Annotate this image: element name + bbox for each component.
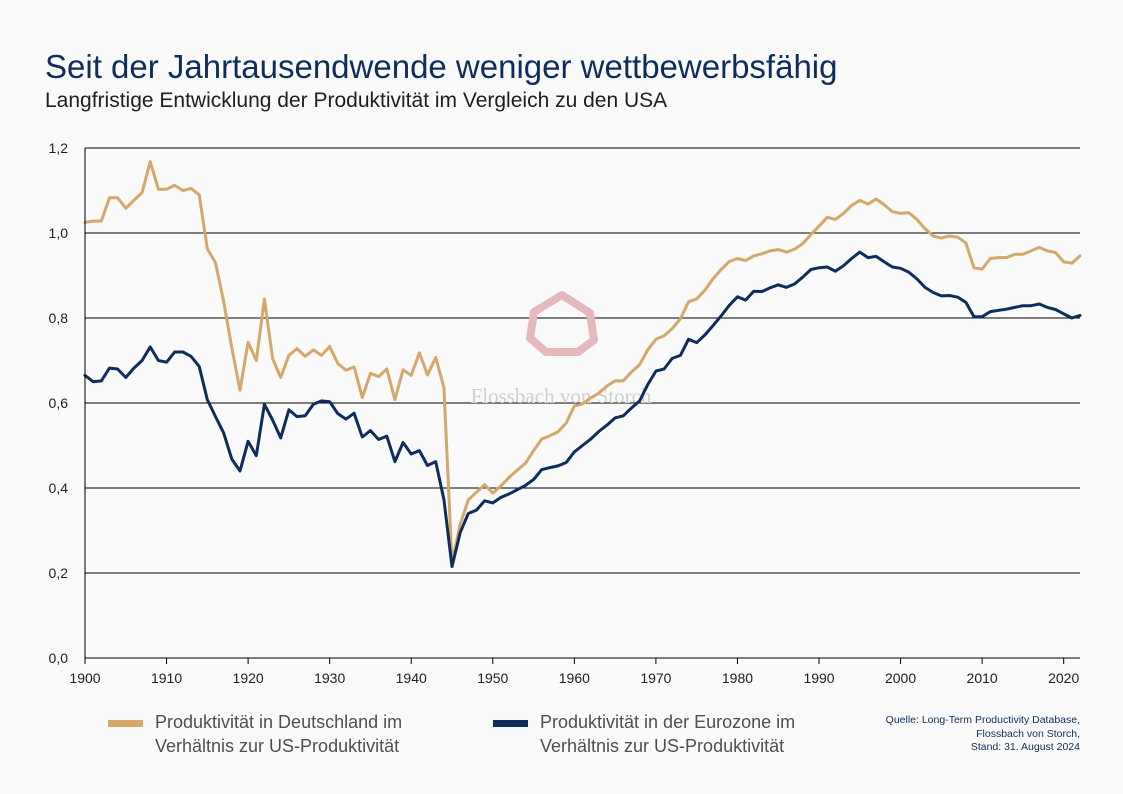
x-tick-label: 1950 [477,670,508,686]
legend-swatch-germany [108,720,143,727]
y-tick-label: 0,8 [49,310,69,326]
x-tick-label: 2020 [1048,670,1079,686]
y-axis: 0,0 0,2 0,4 0,6 0,8 1,0 1,2 [49,140,86,666]
watermark-text: Flossbach von Storch [471,384,652,408]
y-tick-label: 1,2 [49,140,69,156]
legend-item-eurozone: Produktivität in der Eurozone im Verhält… [493,710,840,758]
series-line-eurozone [83,250,1082,569]
legend-label-germany: Produktivität in Deutschland im Verhältn… [155,712,403,756]
legend-swatch-eurozone [493,720,528,727]
y-tick-label: 1,0 [49,225,69,241]
watermark-heptagon-icon [526,291,598,356]
chart-title: Seit der Jahrtausendwende weniger wettbe… [45,48,838,85]
x-tick-label: 1900 [69,670,100,686]
x-tick-label: 1960 [559,670,590,686]
series-line-germany [83,160,1082,564]
y-tick-label: 0,0 [49,650,69,666]
x-tick-label: 2010 [967,670,998,686]
y-tick-label: 0,2 [49,565,69,581]
y-tick-label: 0,6 [49,395,69,411]
x-tick-label: 1930 [314,670,345,686]
gridlines [85,147,1080,659]
x-tick-label: 1990 [803,670,834,686]
x-tick-label: 2000 [885,670,916,686]
chart-subtitle: Langfristige Entwicklung der Produktivit… [45,89,668,112]
x-tick-label: 1910 [151,670,182,686]
series-lines [83,160,1082,569]
source-note: Quelle: Long-Term Productivity Database,… [885,714,1080,753]
x-tick-label: 1920 [233,670,264,686]
legend-item-germany: Produktivität in Deutschland im Verhältn… [108,710,455,758]
watermark-logo: Flossbach von Storch [471,291,652,408]
y-tick-label: 0,4 [49,480,69,496]
x-axis: 1900 1910 1920 1930 1940 1950 1960 1970 1980 1990… [69,658,1079,686]
x-tick-label: 1940 [396,670,427,686]
x-tick-label: 1980 [722,670,753,686]
legend-label-eurozone: Produktivität in der Eurozone im Verhält… [540,712,796,756]
x-tick-label: 1970 [640,670,671,686]
